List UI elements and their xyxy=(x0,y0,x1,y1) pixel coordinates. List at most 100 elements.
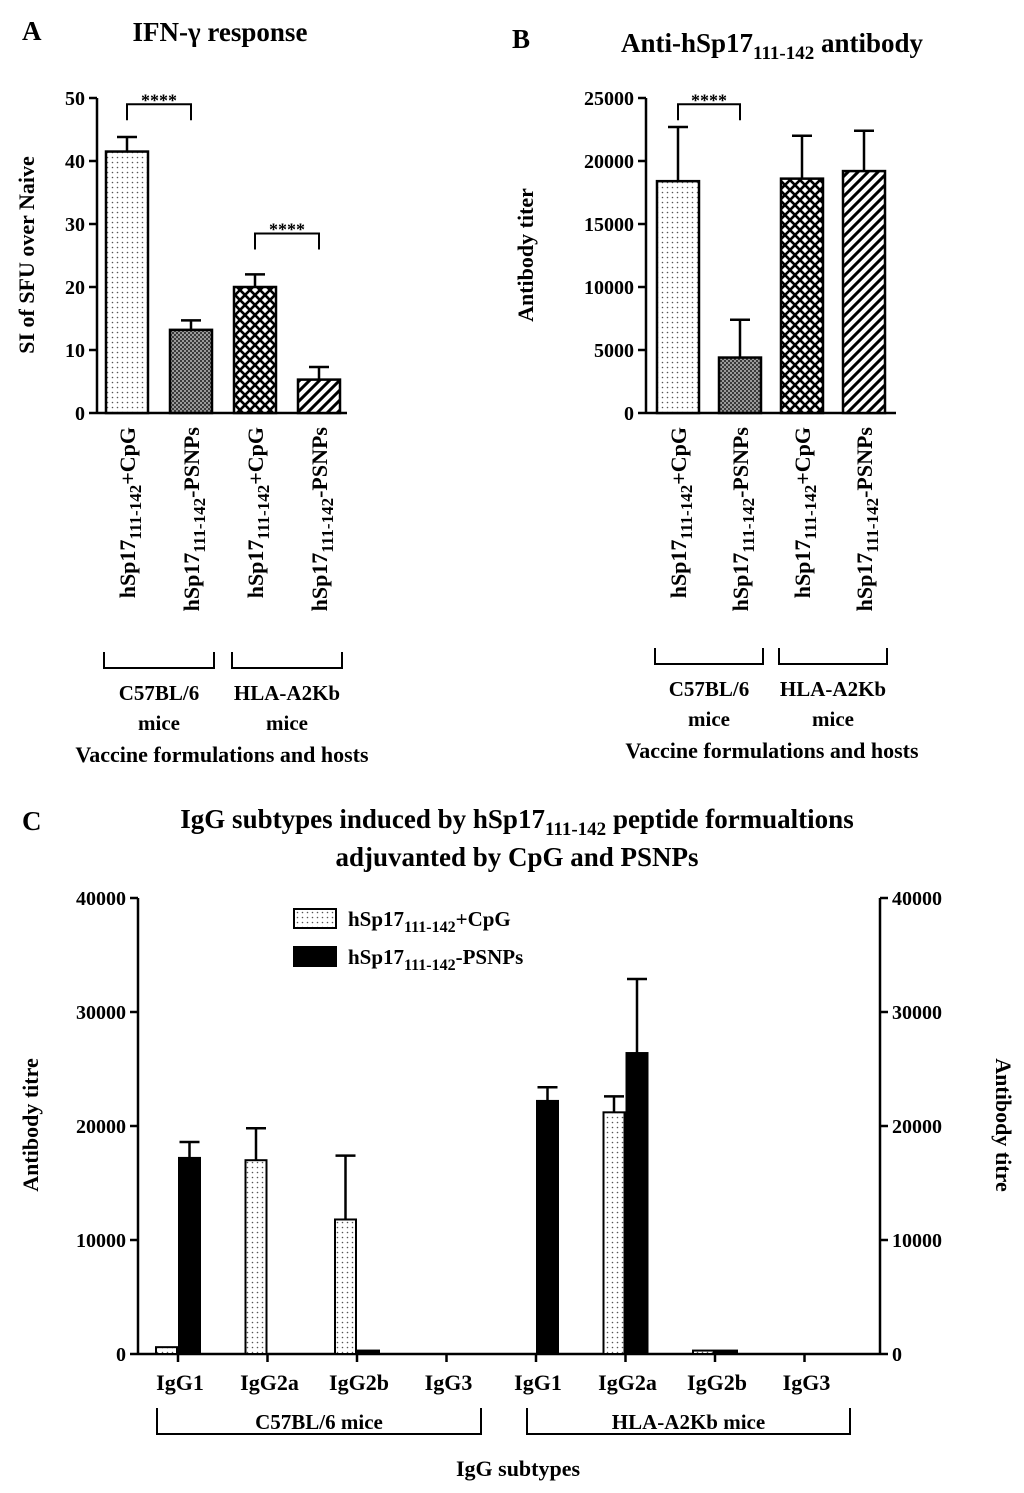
panel-a-category-label: hSp17111-142-PSNPs xyxy=(179,427,209,612)
panel-a-significance-bracket xyxy=(254,232,320,250)
panel-c-category-label: IgG1 xyxy=(514,1370,562,1395)
panel-c-category-label: IgG2b xyxy=(329,1370,389,1395)
panel-c-bar xyxy=(334,1218,357,1355)
panel-c-ytick-label-right: 30000 xyxy=(892,1002,942,1024)
panel-c-ytick-label-left: 10000 xyxy=(76,1230,126,1252)
panel-a-ytick-label: 0 xyxy=(75,403,85,425)
panel-b-letter: B xyxy=(512,24,530,54)
panel-b-group-bracket xyxy=(778,648,888,665)
panel-c-category-label: IgG3 xyxy=(783,1370,831,1395)
panel-b-bar xyxy=(655,179,701,415)
panel-a-xlabel: Vaccine formulations and hosts xyxy=(75,742,369,767)
panel-c-bar xyxy=(715,1349,738,1355)
panel-a-title: IFN-γ response xyxy=(133,17,308,47)
panel-a-group-label: mice xyxy=(138,711,180,735)
panel-b-group-bracket xyxy=(654,648,764,665)
panel-a-ytick-label: 20 xyxy=(65,277,85,299)
panel-c-bar xyxy=(625,1052,649,1356)
panel-c-title-line2: adjuvanted by CpG and PSNPs xyxy=(335,842,698,872)
panel-b-ytick-label: 10000 xyxy=(584,277,634,299)
panel-c-bar xyxy=(357,1349,380,1355)
panel-c-legend-label: hSp17111-142-PSNPs xyxy=(348,945,523,974)
panel-c-bar xyxy=(244,1159,268,1355)
panel-a-bar xyxy=(296,378,342,415)
panel-c-bar xyxy=(602,1111,626,1355)
panel-b-category-label: hSp17111-142+CpG xyxy=(790,427,820,598)
panel-b-significance-label: **** xyxy=(691,90,727,110)
panel-b-significance-bracket xyxy=(677,103,741,121)
panel-b-ytick-label: 15000 xyxy=(584,214,634,236)
panel-a-category-label: hSp17111-142-PSNPs xyxy=(307,427,337,612)
panel-c-category-label: IgG2a xyxy=(240,1370,299,1395)
panel-c-group-bracket xyxy=(156,1408,482,1435)
panel-b-bar xyxy=(717,356,763,415)
panel-a-ytick-label: 40 xyxy=(65,151,85,173)
panel-a-group-bracket xyxy=(103,652,215,669)
panel-a-bar xyxy=(232,285,278,415)
panel-a-category-label: hSp17111-142+CpG xyxy=(243,427,273,598)
panel-c-bar xyxy=(178,1156,201,1356)
panel-a-group-label: C57BL/6 xyxy=(119,681,200,705)
panel-c-category-label: IgG1 xyxy=(156,1370,204,1395)
panel-b-category-label: hSp17111-142-PSNPs xyxy=(852,427,882,612)
panel-c-category-label: IgG2b xyxy=(687,1370,747,1395)
panel-a-group-bracket xyxy=(231,652,343,669)
panel-a-ylabel: SI of SFU over Naive xyxy=(14,156,39,354)
panel-c-letter: C xyxy=(22,806,42,836)
panel-b-ytick-label: 25000 xyxy=(584,88,634,110)
panel-a-significance-label: **** xyxy=(269,219,305,239)
panel-a-ytick-label: 50 xyxy=(65,88,85,110)
panel-c: C IgG subtypes induced by hSp17111-142 p… xyxy=(18,804,1016,1481)
panel-c-ytick-label-right: 20000 xyxy=(892,1116,942,1138)
panel-c-ytick-label-right: 40000 xyxy=(892,888,942,910)
panel-b-bar xyxy=(779,177,825,415)
panel-c-category-label: IgG3 xyxy=(425,1370,473,1395)
panel-b-ytick-label: 5000 xyxy=(594,340,634,362)
panel-c-group-label: HLA-A2Kb mice xyxy=(612,1410,765,1434)
panel-c-legend-label: hSp17111-142+CpG xyxy=(348,907,511,936)
panel-a-significance-label: **** xyxy=(141,90,177,110)
panel-c-ytick-label-left: 0 xyxy=(116,1344,126,1366)
panel-b-title: Anti-hSp17111-142 antibody xyxy=(621,28,924,64)
panel-a-ytick-label: 10 xyxy=(65,340,85,362)
panel-a-letter: A xyxy=(22,16,42,46)
panel-b-bar xyxy=(841,169,887,415)
panel-c-ytick-label-left: 30000 xyxy=(76,1002,126,1024)
panel-b: B Anti-hSp17111-142 antibody Antibody ti… xyxy=(512,24,924,763)
panel-b-ylabel: Antibody titer xyxy=(513,188,538,322)
panel-a-bar xyxy=(168,328,214,415)
panel-c-ylabel-left: Antibody titre xyxy=(18,1058,43,1192)
panel-c-title-line1: IgG subtypes induced by hSp17111-142 pep… xyxy=(180,804,853,840)
panel-c-bar xyxy=(692,1349,715,1355)
panel-b-group-label: HLA-A2Kb xyxy=(780,677,886,701)
panel-c-ytick-label-right: 10000 xyxy=(892,1230,942,1252)
panel-a-group-label: HLA-A2Kb xyxy=(234,681,340,705)
panel-a-significance-bracket xyxy=(126,103,192,121)
panel-c-group-label: C57BL/6 mice xyxy=(255,1410,383,1434)
panel-b-ytick-label: 0 xyxy=(624,403,634,425)
panel-b-group-label: mice xyxy=(688,707,730,731)
panel-a: A IFN-γ response SI of SFU over Naive Va… xyxy=(14,16,369,767)
panel-c-bar xyxy=(155,1346,178,1356)
panel-a-bar xyxy=(104,150,150,415)
panel-c-legend-swatch xyxy=(293,946,337,967)
panel-b-category-label: hSp17111-142+CpG xyxy=(666,427,696,598)
panel-c-ylabel-right: Antibody titre xyxy=(991,1058,1016,1192)
panel-c-ytick-label-left: 20000 xyxy=(76,1116,126,1138)
panel-b-xlabel: Vaccine formulations and hosts xyxy=(625,738,919,763)
panel-c-xlabel: IgG subtypes xyxy=(456,1456,581,1481)
panel-b-ytick-label: 20000 xyxy=(584,151,634,173)
panel-c-group-bracket xyxy=(526,1408,851,1435)
panel-b-category-label: hSp17111-142-PSNPs xyxy=(728,427,758,612)
panel-c-category-label: IgG2a xyxy=(598,1370,657,1395)
panel-c-ytick-label-left: 40000 xyxy=(76,888,126,910)
panel-a-category-label: hSp17111-142+CpG xyxy=(115,427,145,598)
panel-a-ytick-label: 30 xyxy=(65,214,85,236)
panel-c-bar xyxy=(536,1099,559,1356)
panel-c-ytick-label-right: 0 xyxy=(892,1344,902,1366)
panel-c-legend-swatch xyxy=(293,908,337,929)
panel-b-group-label: mice xyxy=(812,707,854,731)
panel-b-group-label: C57BL/6 xyxy=(669,677,750,701)
panel-a-group-label: mice xyxy=(266,711,308,735)
